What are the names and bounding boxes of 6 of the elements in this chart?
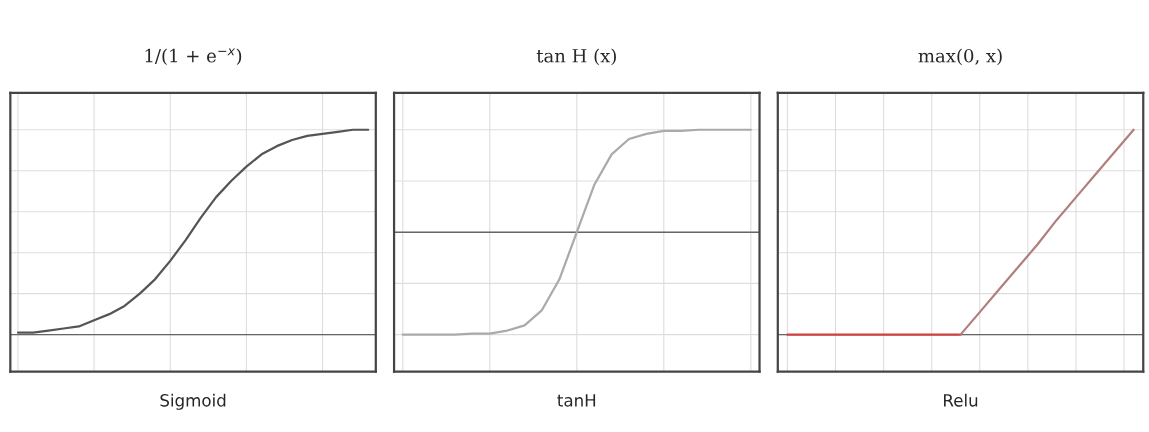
chart-title: 1/(1 + e$^{−x}$) bbox=[145, 48, 242, 66]
x-axis-title: Relu bbox=[944, 393, 978, 407]
chart-title: tan H (x) bbox=[536, 48, 616, 66]
x-axis-title: Sigmoid bbox=[160, 393, 226, 410]
x-axis-title: tanH bbox=[557, 394, 596, 407]
chart-title: max(0, x) bbox=[918, 48, 1002, 66]
